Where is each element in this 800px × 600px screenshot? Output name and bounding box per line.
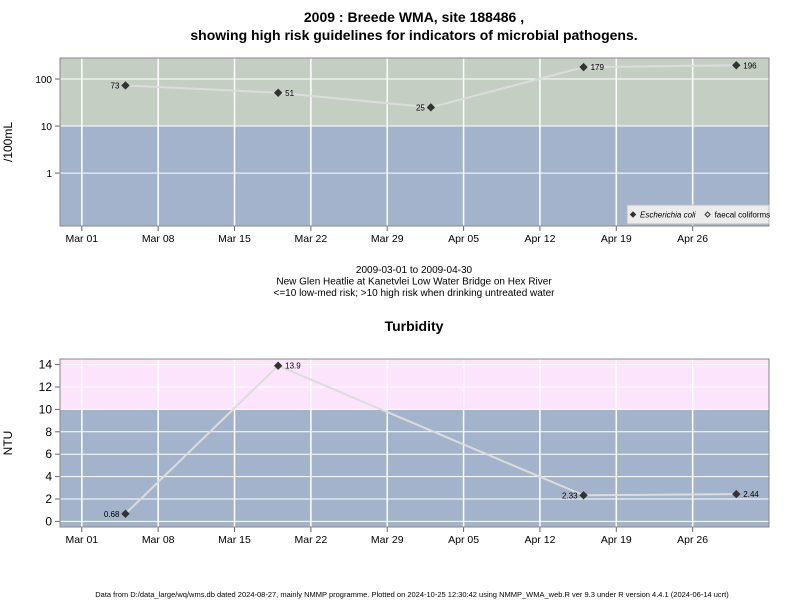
data-point <box>273 361 283 370</box>
x-tick-label: Mar 01 <box>65 233 98 245</box>
data-label: 73 <box>111 81 120 90</box>
plot-frame <box>59 57 770 227</box>
legend-marker <box>704 211 711 218</box>
x-tick-label: Mar 08 <box>142 534 175 546</box>
data-point <box>273 88 283 97</box>
y-tick-label: 10 <box>39 402 53 416</box>
y-tick-label: 14 <box>39 358 53 372</box>
data-point <box>121 81 130 90</box>
y-tick-label: 0 <box>45 514 52 528</box>
chart-title: Turbidity <box>385 318 444 334</box>
y-tick-label: 8 <box>45 425 52 439</box>
caption: New Glen Heatlie at Kanetvlei Low Water … <box>276 277 552 288</box>
x-tick-label: Apr 05 <box>448 233 479 245</box>
y-axis-label: NTU <box>1 431 15 456</box>
band-below <box>60 409 769 527</box>
x-tick-label: Mar 29 <box>371 233 404 245</box>
data-label: 2.44 <box>743 490 759 499</box>
x-tick-label: Mar 22 <box>295 233 328 245</box>
x-tick-label: Mar 29 <box>371 534 404 546</box>
y-tick-label: 2 <box>45 492 52 506</box>
x-tick-label: Apr 12 <box>524 233 555 245</box>
legend-label: faecal coliforms <box>715 211 771 220</box>
data-label: 13.9 <box>285 362 301 371</box>
caption: 2009-03-01 to 2009-04-30 <box>356 265 473 276</box>
x-tick-label: Mar 08 <box>142 233 175 245</box>
legend-marker <box>629 211 637 218</box>
y-tick-label: 100 <box>35 75 52 86</box>
data-point <box>732 61 741 70</box>
data-label: 2.33 <box>562 491 578 500</box>
legend-box <box>626 204 770 225</box>
y-tick-label: 12 <box>39 380 53 394</box>
x-tick-label: Mar 15 <box>218 233 251 245</box>
data-label: 0.68 <box>104 510 120 519</box>
x-tick-label: Apr 26 <box>677 534 708 546</box>
series-line <box>124 364 737 515</box>
x-tick-label: Apr 19 <box>601 534 632 546</box>
band-above <box>60 58 769 127</box>
x-tick-label: Apr 26 <box>677 233 708 245</box>
legend-label: Escherichia coli <box>640 211 696 220</box>
data-point <box>121 509 130 518</box>
chart-title: showing high risk guidelines for indicat… <box>190 27 637 43</box>
y-tick-label: 4 <box>45 470 52 484</box>
x-tick-label: Apr 19 <box>601 233 632 245</box>
data-label: 179 <box>591 63 605 72</box>
x-tick-label: Apr 12 <box>524 534 555 546</box>
y-tick-label: 6 <box>45 447 52 461</box>
x-tick-label: Apr 05 <box>448 534 479 546</box>
y-tick-label: 10 <box>41 122 53 133</box>
data-point <box>732 489 741 499</box>
data-label: 51 <box>285 89 294 98</box>
plot-frame <box>59 358 770 528</box>
x-tick-label: Mar 01 <box>65 534 98 546</box>
y-tick-label: 1 <box>46 169 52 180</box>
x-tick-label: Mar 22 <box>295 534 328 546</box>
footer: Data from D:/data_large/wq/wms.db dated … <box>95 590 729 599</box>
data-point <box>579 62 588 72</box>
band-above <box>60 359 769 410</box>
chart-title: 2009 : Breede WMA, site 188486 , <box>304 9 524 25</box>
x-tick-label: Mar 15 <box>218 534 251 546</box>
data-point <box>426 103 436 112</box>
y-axis-label: /100mL <box>1 122 15 162</box>
caption: <=10 low-med risk; >10 high risk when dr… <box>274 288 556 299</box>
data-label: 25 <box>416 103 425 112</box>
data-point <box>579 491 588 500</box>
data-label: 196 <box>743 61 757 70</box>
